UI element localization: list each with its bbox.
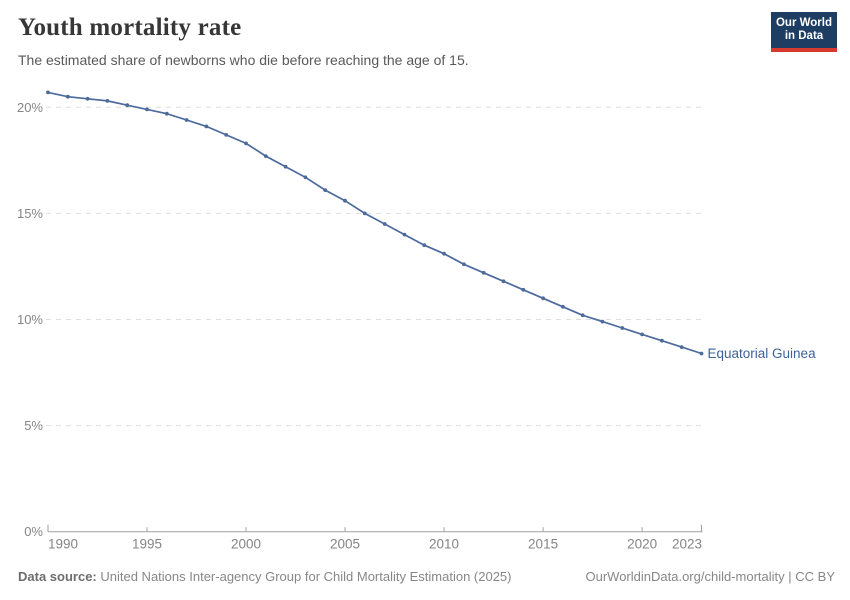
- owid-logo[interactable]: Our World in Data: [771, 12, 837, 52]
- data-point[interactable]: [501, 279, 506, 284]
- series-equatorial-guinea[interactable]: [46, 90, 704, 356]
- data-point[interactable]: [679, 345, 684, 349]
- data-point[interactable]: [462, 262, 466, 267]
- y-tick-label: 5%: [24, 418, 43, 433]
- y-tick-label: 0%: [24, 524, 43, 539]
- y-tick-label: 15%: [17, 206, 43, 221]
- data-source: Data source: United Nations Inter-agency…: [18, 569, 512, 584]
- page-title: Youth mortality rate: [18, 14, 242, 41]
- x-tick-label: 2005: [330, 537, 360, 552]
- line-chart-canvas[interactable]: 0% 5% 10% 15% 20% 1990 1995 2000 2005 2010 2015 20…: [0, 0, 850, 560]
- data-point[interactable]: [303, 175, 308, 180]
- data-point[interactable]: [244, 141, 248, 146]
- gridlines: [46, 106, 704, 427]
- x-axis: 1990 1995 2000 2005 2010 2015 2020 2023: [47, 524, 703, 552]
- data-point[interactable]: [382, 222, 387, 226]
- owid-logo-line2: in Data: [784, 30, 824, 42]
- data-point[interactable]: [620, 326, 625, 330]
- y-axis-labels: 0% 5% 10% 15% 20%: [17, 100, 43, 539]
- footer: Data source: United Nations Inter-agency…: [18, 569, 835, 584]
- x-tick-label: 2015: [528, 537, 558, 552]
- data-point[interactable]: [263, 154, 268, 159]
- entity-label[interactable]: Equatorial Guinea: [708, 346, 817, 361]
- data-point[interactable]: [561, 304, 565, 309]
- y-tick-label: 10%: [17, 312, 43, 327]
- y-tick-label: 20%: [17, 100, 43, 115]
- x-tick-label: 1990: [48, 537, 78, 552]
- data-point[interactable]: [699, 351, 704, 356]
- data-point[interactable]: [600, 319, 605, 324]
- data-point[interactable]: [164, 111, 169, 116]
- chart-subtitle: The estimated share of newborns who die …: [18, 52, 469, 68]
- data-point[interactable]: [283, 164, 288, 169]
- data-point[interactable]: [422, 243, 427, 248]
- owid-url-link[interactable]: OurWorldinData.org/child-mortality | CC …: [585, 569, 836, 584]
- series-line[interactable]: [47, 91, 702, 355]
- data-point[interactable]: [343, 198, 347, 203]
- data-point[interactable]: [521, 287, 526, 292]
- data-point[interactable]: [145, 107, 149, 112]
- data-point[interactable]: [46, 90, 50, 95]
- x-tick-label: 1995: [132, 537, 162, 552]
- data-point[interactable]: [362, 211, 367, 216]
- data-point[interactable]: [105, 99, 110, 103]
- data-point[interactable]: [204, 124, 209, 129]
- data-point[interactable]: [580, 313, 585, 318]
- owid-logo-line1: Our World: [775, 17, 832, 29]
- data-source-text: United Nations Inter-agency Group for Ch…: [96, 569, 512, 584]
- data-point[interactable]: [65, 94, 70, 99]
- data-point[interactable]: [224, 133, 229, 137]
- data-source-label: Data source:: [18, 569, 97, 584]
- x-tick-label: 2020: [627, 537, 657, 552]
- data-point[interactable]: [125, 103, 130, 108]
- data-point[interactable]: [481, 270, 486, 275]
- data-point[interactable]: [323, 188, 328, 193]
- x-tick-label: 2010: [429, 537, 459, 552]
- data-point[interactable]: [640, 332, 644, 337]
- data-point[interactable]: [184, 118, 189, 122]
- data-point[interactable]: [442, 251, 446, 256]
- x-tick-label: 2023: [672, 537, 702, 552]
- series-end-label-group[interactable]: Equatorial Guinea: [708, 346, 817, 361]
- data-point[interactable]: [541, 296, 545, 301]
- data-point[interactable]: [660, 338, 664, 343]
- data-point[interactable]: [402, 232, 407, 237]
- x-tick-label: 2000: [231, 537, 261, 552]
- data-point[interactable]: [85, 96, 90, 101]
